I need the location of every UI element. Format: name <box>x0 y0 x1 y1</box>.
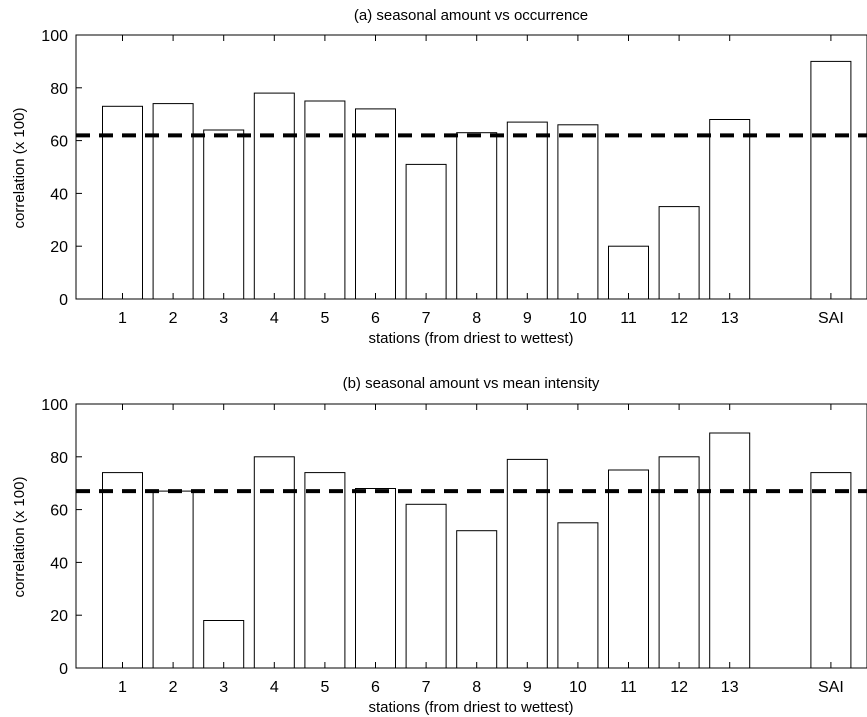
y-axis: 0 20 40 60 80 100 <box>41 397 82 678</box>
y-tick-label: 20 <box>50 239 68 256</box>
y-tick-label: 80 <box>50 450 68 467</box>
x-tick-label: 11 <box>620 310 637 327</box>
bar-7 <box>405 163 447 300</box>
x-tick-label: 8 <box>472 310 481 327</box>
x-tick-label: 13 <box>721 310 739 327</box>
bar-10 <box>557 522 599 669</box>
y-axis-label: correlation (x 100) <box>11 477 28 598</box>
bar-1 <box>102 472 143 669</box>
x-tick-label: 10 <box>569 310 587 327</box>
bar-5 <box>304 100 346 300</box>
bar-10 <box>557 124 599 300</box>
x-tick-label: 4 <box>270 310 279 327</box>
x-tick-label: 12 <box>670 310 688 327</box>
y-tick-label: 80 <box>50 81 68 98</box>
y-tick-label: 40 <box>50 186 68 203</box>
x-tick-label: 12 <box>670 679 688 696</box>
y-tick-label: 20 <box>50 608 68 625</box>
bar-13 <box>709 432 751 669</box>
bar-2 <box>152 103 194 300</box>
bars-layer <box>102 432 852 669</box>
x-tick-label: 6 <box>371 310 380 327</box>
x-tick-label: 2 <box>169 310 178 327</box>
bar-5 <box>304 472 346 669</box>
x-tick-label: SAI <box>818 310 844 327</box>
bar-9 <box>506 458 548 669</box>
x-tick-label: 1 <box>118 679 127 696</box>
y-axis-label: correlation (x 100) <box>11 108 28 229</box>
x-tick-label: 7 <box>422 310 431 327</box>
y-tick-label: 60 <box>50 134 68 151</box>
bar-12 <box>658 206 700 300</box>
x-axis: 1 2 3 4 5 6 7 8 9 10 11 12 13 SAI <box>118 404 844 696</box>
y-axis: 0 20 40 60 80 100 <box>41 28 82 309</box>
bar-11 <box>608 469 649 669</box>
bar-12 <box>658 456 700 669</box>
bar-7 <box>405 503 447 669</box>
x-tick-label: 8 <box>472 679 481 696</box>
bar-4 <box>253 92 295 300</box>
bar-SAI <box>810 472 852 669</box>
x-tick-label: SAI <box>818 679 844 696</box>
bar-8 <box>456 530 498 669</box>
bar-3 <box>203 620 245 669</box>
y-tick-label: 40 <box>50 555 68 572</box>
x-tick-label: 5 <box>320 310 329 327</box>
bar-2 <box>152 490 194 669</box>
y-tick-label: 100 <box>41 397 68 414</box>
bars-layer <box>102 60 852 300</box>
bar-6 <box>355 108 396 300</box>
bar-13 <box>709 119 751 300</box>
x-tick-label: 13 <box>721 679 739 696</box>
panel-a: (a) seasonal amount vs occurrence statio… <box>11 7 867 347</box>
y-tick-label: 0 <box>59 292 68 309</box>
x-tick-label: 9 <box>523 679 532 696</box>
bar-11 <box>608 245 649 300</box>
bar-4 <box>253 456 295 669</box>
y-tick-label: 60 <box>50 503 68 520</box>
x-axis-label: stations (from driest to wettest) <box>368 699 573 716</box>
x-tick-label: 9 <box>523 310 532 327</box>
bar-8 <box>456 132 498 300</box>
x-tick-label: 10 <box>569 679 587 696</box>
x-axis-label: stations (from driest to wettest) <box>368 330 573 347</box>
x-tick-label: 11 <box>620 679 637 696</box>
x-tick-label: 4 <box>270 679 279 696</box>
x-tick-label: 5 <box>320 679 329 696</box>
x-tick-label: 1 <box>118 310 127 327</box>
bar-SAI <box>810 60 852 300</box>
bar-6 <box>355 488 396 669</box>
x-tick-label: 2 <box>169 679 178 696</box>
x-tick-label: 3 <box>219 679 228 696</box>
y-tick-label: 0 <box>59 661 68 678</box>
x-axis: 1 2 3 4 5 6 7 8 9 10 11 12 13 SAI <box>118 35 844 327</box>
x-tick-label: 3 <box>219 310 228 327</box>
chart-title: (a) seasonal amount vs occurrence <box>354 7 588 24</box>
x-tick-label: 7 <box>422 679 431 696</box>
x-tick-label: 6 <box>371 679 380 696</box>
bar-3 <box>203 129 245 300</box>
panel-b: (b) seasonal amount vs mean intensity st… <box>11 375 867 716</box>
bar-9 <box>506 121 548 300</box>
chart-title: (b) seasonal amount vs mean intensity <box>343 375 600 392</box>
y-tick-label: 100 <box>41 28 68 45</box>
